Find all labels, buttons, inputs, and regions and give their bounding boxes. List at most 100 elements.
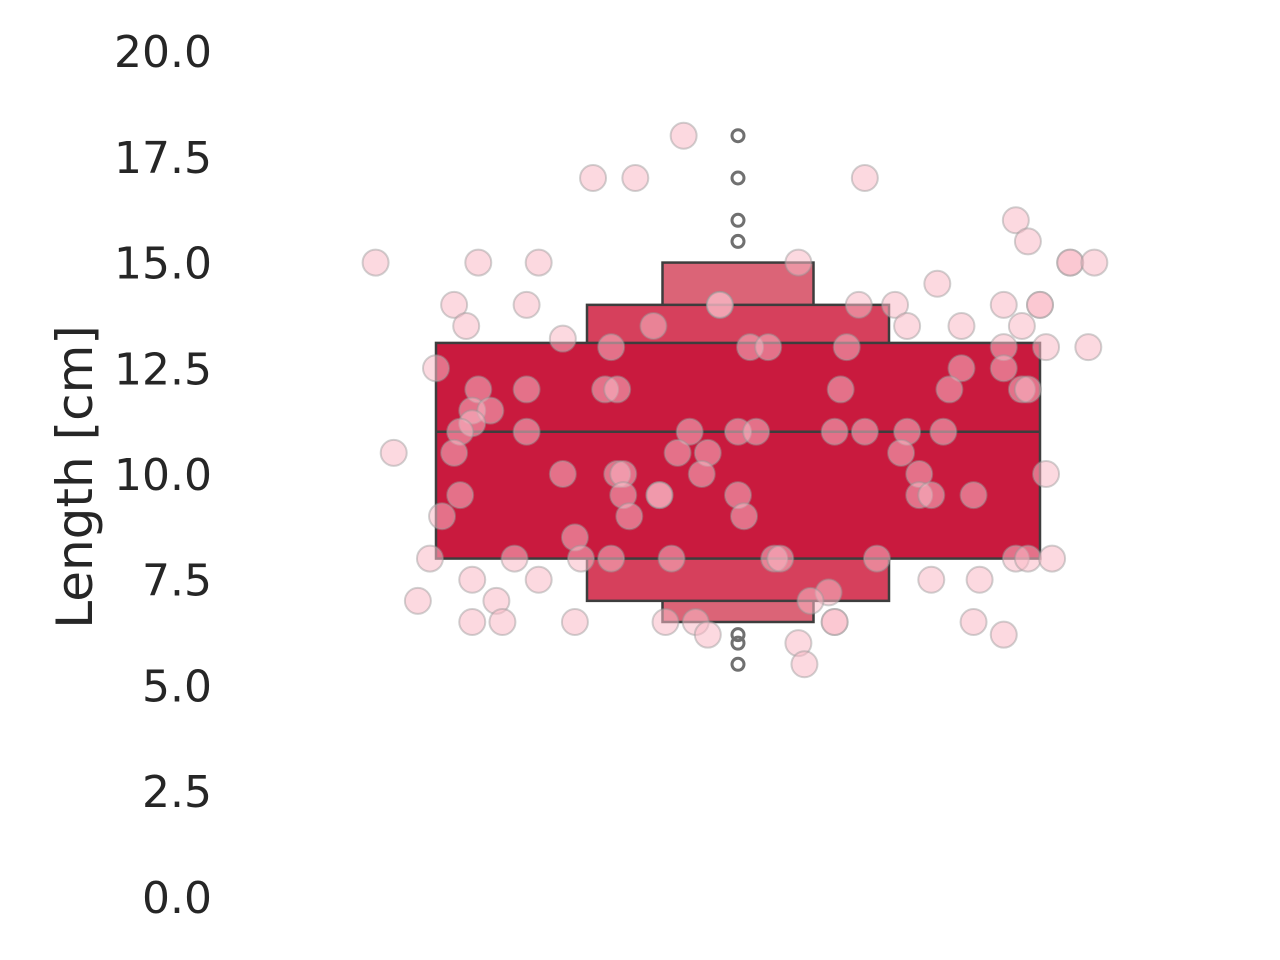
strip-point [422, 354, 450, 383]
strip-point [947, 354, 976, 383]
strip-point [524, 248, 553, 277]
strip-point [1007, 312, 1036, 340]
strip-point [947, 312, 976, 340]
strip-point [657, 544, 686, 573]
strip-point [862, 544, 891, 573]
strip-point [512, 375, 541, 404]
strip-point [832, 333, 861, 362]
strip-point [669, 121, 698, 150]
strip-point [1013, 227, 1042, 256]
strip-point [446, 481, 475, 510]
strip-point [887, 438, 916, 467]
strip-point [784, 248, 813, 277]
strip-point [796, 586, 825, 615]
strip-point [844, 290, 873, 319]
strip-point [566, 544, 595, 573]
strip-point [597, 333, 626, 362]
strip-point [579, 164, 608, 192]
strip-point [917, 481, 946, 510]
strip-point [603, 375, 632, 404]
outlier-marker [730, 627, 746, 643]
strip-point [917, 565, 946, 594]
strip-point [730, 502, 759, 531]
y-tick-label: 20.0 [114, 27, 212, 78]
y-tick-labels: 0.0 2.5 5.0 7.5 10.0 12.5 15.0 17.5 20.0 [114, 27, 212, 924]
strip-point [1038, 544, 1067, 573]
strip-point [476, 396, 505, 425]
strip-point [881, 290, 910, 319]
strip-point [965, 565, 994, 594]
strip-point [458, 608, 487, 636]
strip-point [1080, 248, 1109, 277]
outlier-markers [730, 128, 746, 672]
strip-point [548, 460, 577, 488]
strip-point [790, 650, 819, 679]
strip-point [1074, 333, 1103, 362]
y-tick-label: 12.5 [114, 344, 212, 395]
strip-point [512, 417, 541, 446]
strip-point [693, 620, 722, 649]
strip-point [651, 608, 680, 636]
strip-point [935, 375, 964, 404]
strip-point [959, 481, 988, 510]
strip-point [1013, 544, 1042, 573]
strip-point [464, 248, 493, 277]
strip-point [621, 164, 650, 192]
strip-point [923, 269, 952, 298]
strip-point [826, 375, 855, 404]
strip-point [524, 565, 553, 594]
strip-point [742, 417, 771, 446]
strip-point [1032, 333, 1061, 362]
y-tick-label: 2.5 [142, 767, 212, 818]
strip-point [615, 502, 644, 531]
y-tick-label: 0.0 [142, 873, 212, 924]
strip-point [512, 290, 541, 319]
strip-point [663, 438, 692, 467]
strip-point [687, 460, 716, 488]
strip-point [488, 608, 517, 636]
strip-point [458, 565, 487, 594]
strip-point [1013, 375, 1042, 404]
y-tick-label: 17.5 [114, 133, 212, 184]
strip-point [500, 544, 529, 573]
strip-point [820, 417, 849, 446]
strip-point [989, 290, 1018, 319]
outlier-marker [730, 656, 746, 672]
strip-point [645, 481, 674, 510]
strip-point [1056, 248, 1085, 277]
strip-point [428, 502, 457, 531]
strip-point [415, 544, 444, 573]
strip-point [440, 290, 469, 319]
strip-point [850, 164, 879, 192]
strip-point [1026, 290, 1054, 319]
strip-point [548, 324, 577, 353]
outlier-marker [730, 233, 746, 249]
strip-point [959, 608, 988, 636]
strip-point [560, 608, 589, 636]
strip-point [850, 417, 879, 446]
strip-point [705, 290, 734, 319]
strip-point [597, 544, 626, 573]
strip-point [1001, 206, 1030, 235]
strip-points [361, 121, 1109, 679]
strip-point [989, 620, 1018, 649]
strip-point [379, 438, 408, 467]
strip-point [766, 544, 795, 573]
strip-point [639, 312, 668, 340]
strip-point [440, 438, 469, 467]
y-tick-label: 10.0 [114, 450, 212, 501]
y-axis-label: Length [cm] [46, 325, 104, 629]
y-tick-label: 7.5 [142, 556, 212, 607]
outlier-marker [730, 635, 746, 651]
strip-point [754, 333, 783, 362]
outlier-marker [730, 128, 746, 144]
outlier-marker [730, 170, 746, 186]
y-tick-label: 5.0 [142, 661, 212, 712]
outlier-marker [730, 212, 746, 228]
strip-point [452, 312, 481, 340]
strip-point [989, 354, 1018, 383]
y-tick-label: 15.0 [114, 239, 212, 290]
strip-point [820, 608, 849, 636]
strip-point [893, 312, 922, 340]
strip-point [675, 417, 704, 446]
